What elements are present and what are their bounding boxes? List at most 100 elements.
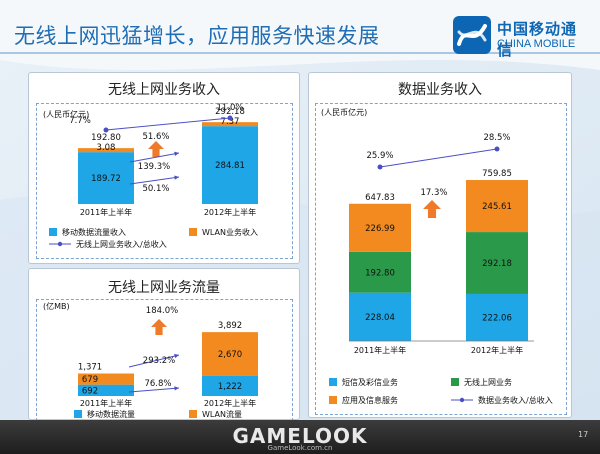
growth-arrow	[423, 200, 441, 218]
bar-mobile-data	[78, 152, 134, 204]
ratio-point	[103, 127, 109, 133]
growth-arrow	[151, 319, 167, 335]
legend-wireless-internet-swatch	[451, 378, 459, 386]
legend-ratio-label: 数据业务收入/总收入	[478, 395, 553, 405]
bar-value-label: 679	[82, 375, 98, 385]
legend-wlan-label: WLAN流量	[202, 409, 242, 419]
legend-mobile-data-swatch	[49, 228, 57, 236]
category-label: 2012年上半年	[204, 207, 256, 217]
legend-wireless-internet-label: 无线上网业务	[464, 377, 512, 387]
plot-area	[315, 103, 567, 415]
growth-label: 51.6%	[142, 132, 169, 142]
legend-sms-mms-swatch	[329, 378, 337, 386]
axis-unit-label: (亿MB)	[43, 301, 70, 311]
chart-title: 无线上网业务流量	[108, 280, 220, 296]
legend-wlan-swatch	[189, 228, 197, 236]
category-label: 2011年上半年	[80, 207, 132, 217]
page-title: 无线上网迅猛增长，应用服务快速发展	[14, 24, 380, 48]
chart-title: 无线上网业务收入	[108, 82, 220, 98]
growth-label: 139.3%	[138, 162, 170, 172]
category-label: 2011年上半年	[354, 345, 406, 355]
growth-line-arrow	[129, 176, 180, 185]
growth-label: 76.8%	[144, 379, 171, 389]
watermark-logo: GAMELOOK	[232, 424, 368, 448]
bar-value-label: 284.81	[215, 161, 245, 171]
footer-bar	[0, 420, 600, 454]
bar-sms-mms	[466, 293, 528, 341]
bar-total-label: 647.83	[365, 193, 395, 203]
ratio-label: 11.0%	[216, 103, 243, 113]
bar-total-label: 292.18	[215, 107, 245, 117]
ratio-label: 28.5%	[483, 133, 510, 143]
bar-value-label: 192.80	[365, 268, 395, 278]
ratio-point	[494, 146, 500, 152]
plot-area	[36, 103, 293, 259]
bar-value-label: 222.06	[482, 313, 512, 323]
bar-wlan	[78, 148, 134, 153]
bar-wlan	[202, 122, 258, 127]
axis-unit-label: (人民币亿元)	[43, 109, 89, 119]
ratio-label: 7.7%	[69, 116, 91, 126]
bar-total-label: 192.80	[91, 133, 121, 143]
bar-value-label: 245.61	[482, 202, 512, 212]
ratio-line	[379, 148, 498, 168]
bar-total-label: 3,892	[218, 321, 242, 331]
growth-label: 50.1%	[142, 184, 169, 194]
bar-value-label: 292.18	[482, 259, 512, 269]
growth-line-arrow	[129, 152, 180, 163]
logo-en-text: CHINA MOBILE	[497, 38, 576, 50]
bar-sms-mms	[349, 292, 411, 341]
legend-mobile-data-label: 移动数据流量	[87, 409, 135, 419]
growth-line-arrow	[128, 354, 180, 368]
bar-value-label: 228.04	[365, 313, 395, 323]
page-number: 17	[578, 430, 589, 439]
ratio-point	[227, 115, 233, 121]
bar-total-label: 1,371	[78, 363, 102, 373]
growth-line-arrow	[128, 387, 180, 393]
bar-apps-info	[349, 203, 411, 252]
legend-apps-info-swatch	[329, 396, 337, 404]
chart-title: 数据业务收入	[398, 82, 482, 98]
legend-wlan-label: WLAN业务收入	[202, 227, 258, 237]
growth-arrow	[148, 141, 164, 157]
bar-wireless-internet	[349, 251, 411, 293]
bar-value-label: 226.99	[365, 224, 395, 234]
ratio-label: 25.9%	[366, 151, 393, 161]
growth-line-arrow-head	[174, 353, 179, 359]
legend-wlan-swatch	[189, 410, 197, 418]
growth-label: 293.2%	[143, 356, 175, 366]
growth-line-arrow-head	[174, 386, 179, 391]
bar-mobile-data	[202, 126, 258, 204]
growth-label: 184.0%	[146, 306, 178, 316]
bar-value-label: 692	[82, 386, 98, 396]
legend-ratio-marker	[57, 241, 63, 247]
legend-mobile-data-swatch	[74, 410, 82, 418]
category-label: 2011年上半年	[80, 398, 132, 408]
bar-mobile-data	[78, 384, 134, 396]
bar-total-label: 759.85	[482, 169, 512, 179]
china-mobile-logo-icon	[453, 16, 491, 54]
bar-apps-info	[466, 180, 528, 233]
legend-mobile-data-label: 移动数据流量收入	[62, 227, 126, 237]
legend-ratio-marker	[459, 397, 465, 403]
legend-apps-info-label: 应用及信息服务	[342, 395, 398, 405]
bar-mobile-data	[202, 375, 258, 396]
growth-label: 17.3%	[420, 188, 447, 198]
bar-value-label: 1,222	[218, 382, 242, 392]
legend-sms-mms-label: 短信及彩信业务	[342, 377, 398, 387]
panel-data-revenue: 数据业务收入 (人民币亿元) 228.04 192.80 226.99 647.83 20…	[308, 72, 572, 418]
bar-wireless-internet	[466, 232, 528, 294]
bar-value-label: 3.08	[97, 143, 116, 153]
chart-data-revenue: (人民币亿元) 228.04 192.80 226.99 647.83 2011年上半年 2…	[321, 107, 553, 405]
bar-value-label: 7.37	[221, 117, 240, 127]
watermark-sub: GameLook.com.cn	[267, 444, 333, 452]
bar-value-label: 2,670	[218, 350, 242, 360]
bar-wlan	[202, 332, 258, 376]
ratio-line	[105, 117, 231, 131]
panel-wireless-traffic: 无线上网业务流量 (亿MB) 692 679 1,371 2011年上半年 1,222 2,…	[28, 268, 300, 421]
category-label: 2012年上半年	[204, 398, 256, 408]
legend-ratio-label: 无线上网业务收入/总收入	[76, 239, 167, 249]
logo-cn-text: 中国移动通信	[497, 20, 578, 59]
